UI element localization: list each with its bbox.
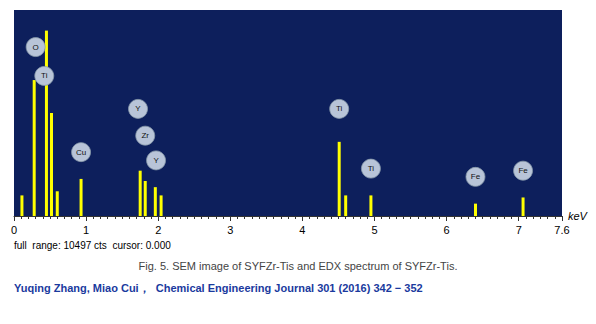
svg-text:Y: Y bbox=[135, 104, 141, 113]
svg-text:5: 5 bbox=[371, 224, 377, 236]
svg-text:full range: 10497 cts cursor: full range: 10497 cts cursor: 0.000 bbox=[14, 240, 171, 251]
svg-text:2: 2 bbox=[155, 224, 161, 236]
svg-text:1: 1 bbox=[83, 224, 89, 236]
svg-text:7.6: 7.6 bbox=[554, 224, 569, 236]
svg-text:keV: keV bbox=[568, 210, 589, 222]
svg-text:Yuqing Zhang, Miao Cui， Chemi: Yuqing Zhang, Miao Cui， Chemical Enginee… bbox=[14, 282, 423, 294]
svg-text:4: 4 bbox=[299, 224, 305, 236]
svg-text:O: O bbox=[33, 43, 39, 52]
svg-text:3: 3 bbox=[227, 224, 233, 236]
svg-text:Y: Y bbox=[153, 156, 159, 165]
svg-text:Fe: Fe bbox=[471, 172, 481, 181]
svg-text:Fig. 5. SEM image of SYFZr-Tis: Fig. 5. SEM image of SYFZr-Tis and EDX s… bbox=[139, 260, 458, 272]
svg-text:7: 7 bbox=[516, 224, 522, 236]
svg-text:6: 6 bbox=[444, 224, 450, 236]
svg-text:Ti: Ti bbox=[336, 104, 343, 113]
svg-text:Cu: Cu bbox=[76, 148, 86, 157]
svg-text:0: 0 bbox=[11, 224, 17, 236]
svg-text:Ti: Ti bbox=[41, 71, 48, 80]
svg-text:Zr: Zr bbox=[141, 131, 149, 140]
svg-text:Ti: Ti bbox=[368, 164, 375, 173]
svg-text:Fe: Fe bbox=[518, 166, 528, 175]
